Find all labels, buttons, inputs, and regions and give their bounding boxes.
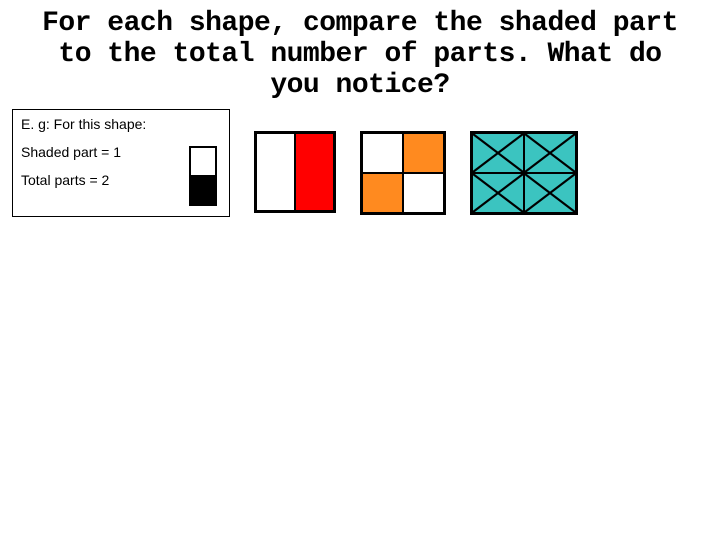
example-mini-shape [189, 146, 217, 206]
x-icon [473, 134, 523, 172]
x-icon [525, 134, 575, 172]
shape3-cell-1 [524, 133, 576, 173]
example-box: E. g: For this shape: Shaded part = 1 To… [12, 109, 230, 217]
shape-halves [254, 131, 336, 213]
mini-cell-top [191, 148, 215, 175]
shape3-cell-2 [472, 173, 524, 213]
shape-quarters [360, 131, 446, 215]
content-row: E. g: For this shape: Shaded part = 1 To… [0, 101, 720, 225]
shape2-cell-2 [362, 173, 403, 213]
shape2-cell-0 [362, 133, 403, 173]
shape2-cell-1 [403, 133, 444, 173]
shape3-cell-0 [472, 133, 524, 173]
mini-cell-bottom [191, 175, 215, 204]
x-icon [473, 174, 523, 212]
shape1-cell-1 [295, 133, 334, 211]
page-title: For each shape, compare the shaded part … [0, 0, 720, 101]
example-heading: E. g: For this shape: [21, 116, 221, 132]
shape2-cell-3 [403, 173, 444, 213]
shape-diagonals [470, 131, 578, 215]
shape1-cell-0 [256, 133, 295, 211]
shape3-cell-3 [524, 173, 576, 213]
x-icon [525, 174, 575, 212]
